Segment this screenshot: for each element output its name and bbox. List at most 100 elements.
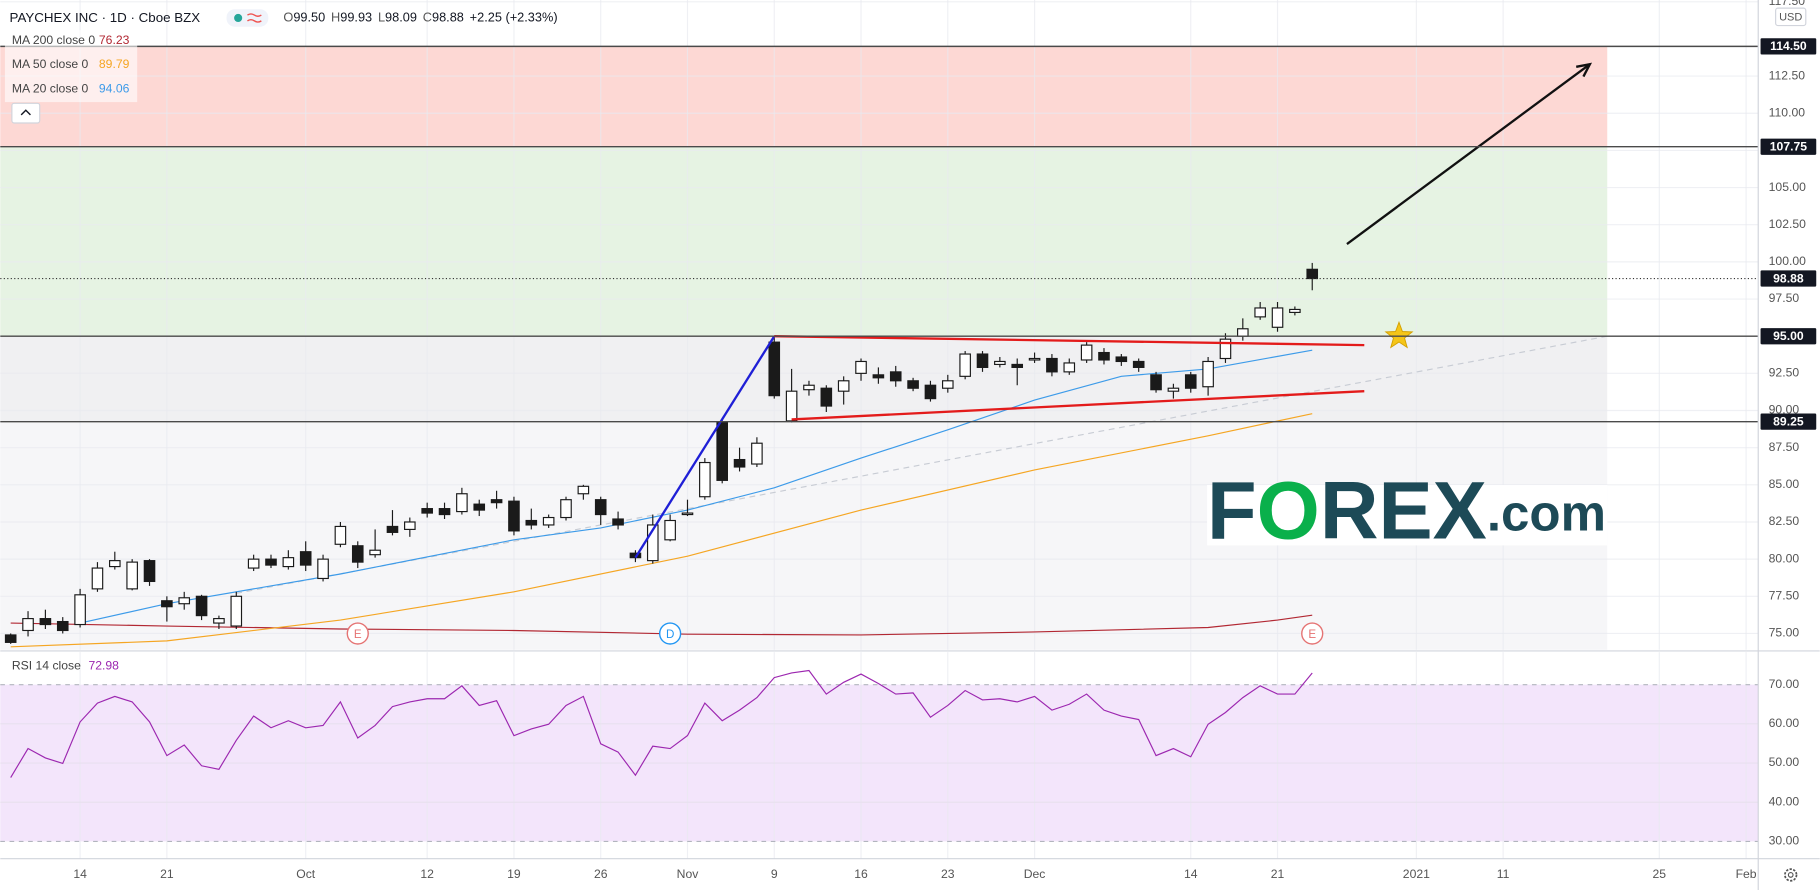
ohlc-legend: O99.50 H99.93 L98.09 C98.88 +2.25 (+2.33%) [283,10,557,25]
y-tick-label: 80.00 [1769,551,1800,565]
event-marker[interactable] [346,622,369,645]
candle-body [1028,357,1041,361]
settings-icon[interactable] [1784,868,1798,882]
candle-body [1115,356,1128,363]
settings-icon-core [1787,872,1794,878]
candle-body [664,519,676,541]
x-tick-label: Oct [296,867,316,881]
event-marker[interactable] [658,622,682,645]
last-price-label-bg [1760,270,1817,287]
watermark-bg [1207,485,1608,546]
candle-body [1202,360,1214,388]
candle-body [1063,362,1076,373]
candle-body [872,374,885,379]
y-tick-label: 82.50 [1769,514,1800,528]
price-zone [0,336,1608,422]
x-tick-label: 26 [594,867,608,881]
candle-body [109,560,121,568]
candle-body [143,560,156,583]
x-tick-label: 2021 [1403,867,1430,881]
ohlc-key: O [283,10,293,25]
collapse-icon [20,109,31,116]
collapse-button[interactable] [11,102,41,124]
y-tick-label: 77.50 [1769,589,1800,603]
watermark-part: O [1257,466,1320,557]
event-marker[interactable] [1301,622,1324,645]
candle-body [74,594,86,626]
currency-box [1775,7,1807,27]
candle-body [733,458,746,468]
y-tick-label: 100.00 [1769,254,1806,268]
candle-body [195,595,208,617]
candle-body [282,557,295,568]
x-tick-label: 21 [1271,867,1285,881]
candle-body [855,360,867,374]
rsi-line [10,669,1313,778]
rsi-name[interactable]: RSI 14 close [12,658,81,672]
candle-body [91,567,104,590]
ohlc-value: 99.93 [340,10,372,25]
y-tick-label: 97.50 [1769,291,1800,305]
candle-body [265,558,277,566]
ohlc-key: C [423,10,432,25]
level-label-bg [1760,413,1817,430]
level-label-bg [1760,38,1817,55]
candle-body [456,493,468,513]
legend-name[interactable]: MA 50 close 0 [12,57,89,71]
candle-body [4,634,17,643]
candle-body [1184,374,1197,389]
candle-body [1080,344,1093,361]
candle-body [1098,351,1110,361]
candle-body [1167,387,1180,392]
x-tick-label: 9 [771,867,778,881]
rsi-tick-label: 40.00 [1769,794,1800,808]
event-label: D [666,628,674,641]
legend-name[interactable]: MA 200 close 0 [12,33,95,47]
x-tick-label: 14 [73,867,87,881]
candle-body [716,421,728,481]
candle-body [803,384,815,391]
last-price-label: 98.88 [1773,271,1804,285]
ohlc-value: 99.50 [293,10,325,25]
candle-body [317,558,329,580]
candle-body [230,595,243,627]
ohlc-key: H [331,10,340,25]
price-zone [0,146,1608,337]
x-tick-label: Nov [677,867,700,881]
y-tick-label: 92.50 [1769,366,1800,380]
change: +2.25 (+2.33%) [470,10,558,25]
legend-name[interactable]: MA 20 close 0 [12,82,89,96]
status-pill[interactable] [226,9,269,27]
ohlc-value: 98.09 [385,10,417,25]
chart-title: PAYCHEX INC · 1D · Cboe BZX [10,10,201,25]
rsi-tick-label: 30.00 [1769,834,1800,848]
trend-line [236,335,1608,594]
candle-body [699,461,711,498]
rsi-value: 72.98 [88,658,119,672]
candle-body [820,387,833,407]
candle-body [247,558,260,569]
candle-body [56,620,69,632]
moving-average [79,349,1313,624]
candle-body [681,512,694,516]
candle-body [525,519,538,526]
candle-body [490,499,503,504]
candle-body [542,516,555,526]
event-label: E [354,628,362,641]
legend-value: 76.23 [99,33,130,47]
x-tick-label: 23 [941,867,955,881]
candle-body [473,503,486,511]
candle-body [438,508,451,516]
watermark-part: .com [1487,485,1606,542]
candle-body [213,618,225,624]
watermark: FOREX.com [1207,466,1606,557]
moving-average [10,413,1313,648]
currency: USD [1779,11,1802,23]
y-tick-label: 112.50 [1769,68,1806,82]
candle-body [508,500,520,532]
watermark-part: F [1207,466,1257,557]
candle-body [178,597,191,605]
trend-line [791,390,1365,421]
candle-body [837,380,850,392]
